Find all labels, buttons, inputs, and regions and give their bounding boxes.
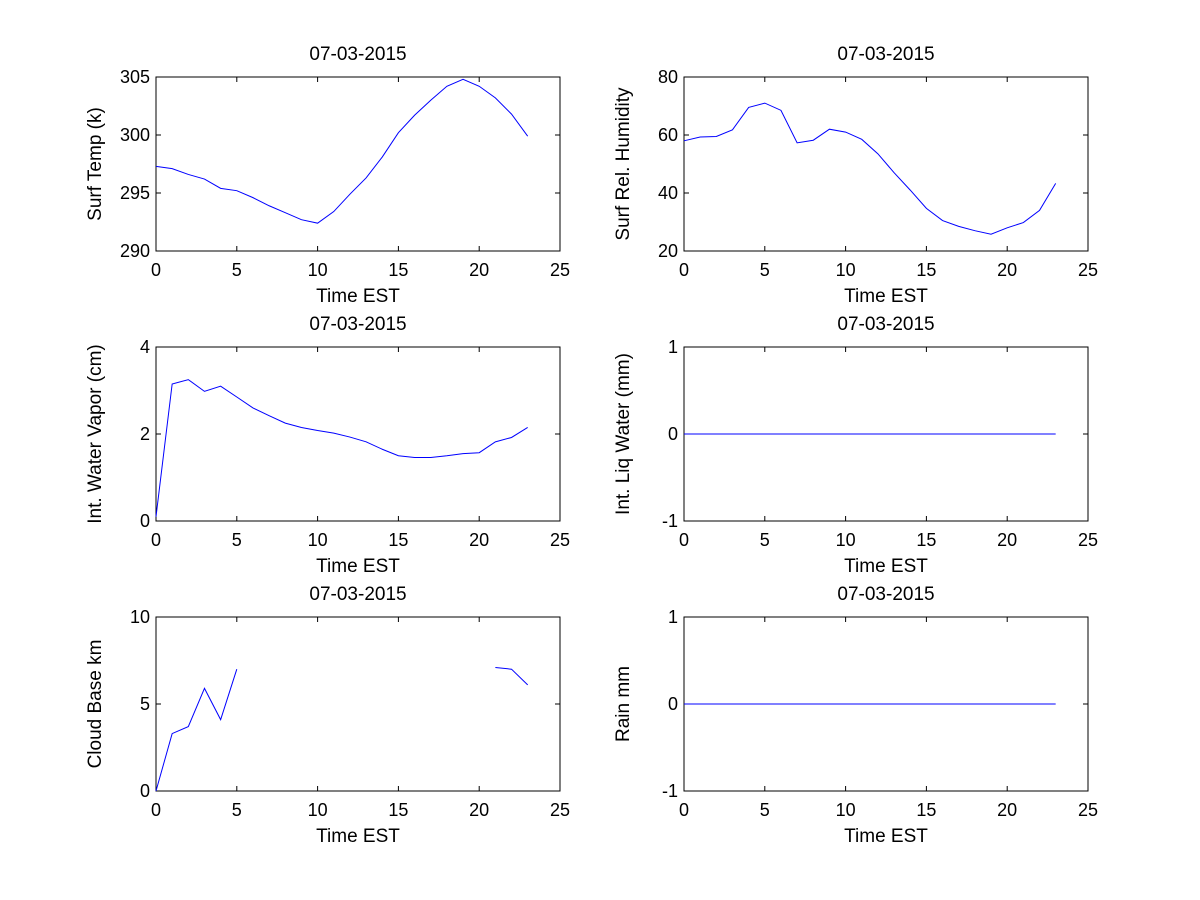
y-tick-label: 295 [120,183,150,203]
x-tick-label: 0 [151,800,161,820]
x-tick-label: 15 [916,260,936,280]
x-tick-label: 25 [550,530,570,550]
x-tick-label: 25 [1078,800,1098,820]
x-tick-label: 10 [308,260,328,280]
x-tick-label: 15 [388,800,408,820]
x-tick-label: 20 [469,800,489,820]
x-axis-label: Time EST [844,826,928,847]
subplot-2: 0 5 10 15 20 25 20 40 60 80 07-03-2015 Time EST Surf… [613,44,1098,307]
axes-box [155,616,561,792]
y-axis-label: Int. Water Vapor (cm) [85,344,106,523]
y-tick-label: 0 [668,694,678,714]
x-tick-label: 5 [232,530,242,550]
x-tick-label: 10 [308,530,328,550]
x-tick-label: 25 [1078,260,1098,280]
chart-title: 07-03-2015 [837,584,934,605]
axes-box [683,76,1089,252]
chart-title: 07-03-2015 [837,314,934,335]
x-tick-label: 5 [760,260,770,280]
chart-title: 07-03-2015 [837,44,934,65]
x-tick-label: 0 [679,530,689,550]
subplot-5: 0 5 10 15 20 25 0 5 10 07-03-2015 Time EST Cloud Ba… [85,584,570,847]
y-tick-label: -1 [662,781,678,801]
x-tick-label: 20 [469,260,489,280]
y-tick-label: 10 [130,607,150,627]
x-tick-label: 0 [679,260,689,280]
y-tick-label: 0 [668,424,678,444]
axes-box [155,76,561,252]
data-line [155,669,238,792]
y-tick-label: 80 [658,67,678,87]
x-tick-label: 25 [550,260,570,280]
x-tick-label: 10 [836,800,856,820]
x-tick-label: 20 [469,530,489,550]
subplot-3: 0 5 10 15 20 25 0 2 4 07-03-2015 Time EST Int. Wate… [85,314,570,577]
y-axis-label: Rain mm [613,666,634,742]
y-tick-label: 300 [120,125,150,145]
y-tick-label: 40 [658,183,678,203]
y-axis-label: Int. Liq Water (mm) [613,353,634,515]
x-axis-label: Time EST [844,286,928,307]
x-tick-label: 25 [550,800,570,820]
axes-box [155,346,561,522]
chart-title: 07-03-2015 [309,44,406,65]
x-tick-label: 20 [997,800,1017,820]
y-tick-label: 0 [140,781,150,801]
x-tick-label: 5 [760,800,770,820]
y-tick-label: 1 [668,337,678,357]
y-tick-label: 2 [140,424,150,444]
y-tick-label: 305 [120,67,150,87]
y-axis-label: Surf Temp (k) [85,107,106,221]
x-tick-label: 5 [232,260,242,280]
y-axis-label: Cloud Base km [85,640,106,769]
x-tick-label: 10 [836,260,856,280]
y-tick-label: 60 [658,125,678,145]
x-tick-label: 0 [679,800,689,820]
y-tick-label: 4 [140,337,150,357]
x-tick-label: 15 [388,260,408,280]
x-tick-label: 10 [308,800,328,820]
x-axis-label: Time EST [316,826,400,847]
x-tick-label: 20 [997,530,1017,550]
chart-title: 07-03-2015 [309,314,406,335]
y-tick-label: 1 [668,607,678,627]
data-line [683,102,1057,235]
x-tick-label: 0 [151,260,161,280]
data-line [495,666,529,686]
data-line [155,78,529,224]
x-tick-label: 25 [1078,530,1098,550]
y-tick-label: -1 [662,511,678,531]
x-tick-label: 5 [232,800,242,820]
chart-title: 07-03-2015 [309,584,406,605]
x-axis-label: Time EST [316,556,400,577]
y-axis-label: Surf Rel. Humidity [613,87,634,241]
x-tick-label: 5 [760,530,770,550]
x-tick-label: 15 [388,530,408,550]
x-tick-label: 0 [151,530,161,550]
x-axis-label: Time EST [844,556,928,577]
x-tick-label: 20 [997,260,1017,280]
y-tick-label: 0 [140,511,150,531]
x-tick-label: 15 [916,530,936,550]
x-tick-label: 15 [916,800,936,820]
y-tick-label: 290 [120,241,150,261]
subplot-1: 0 5 10 15 20 25 290 295 300 305 07-03-2015 Time EST… [85,44,570,307]
y-tick-label: 5 [140,694,150,714]
y-tick-label: 20 [658,241,678,261]
data-line [155,379,528,517]
x-axis-label: Time EST [316,286,400,307]
x-tick-label: 10 [836,530,856,550]
